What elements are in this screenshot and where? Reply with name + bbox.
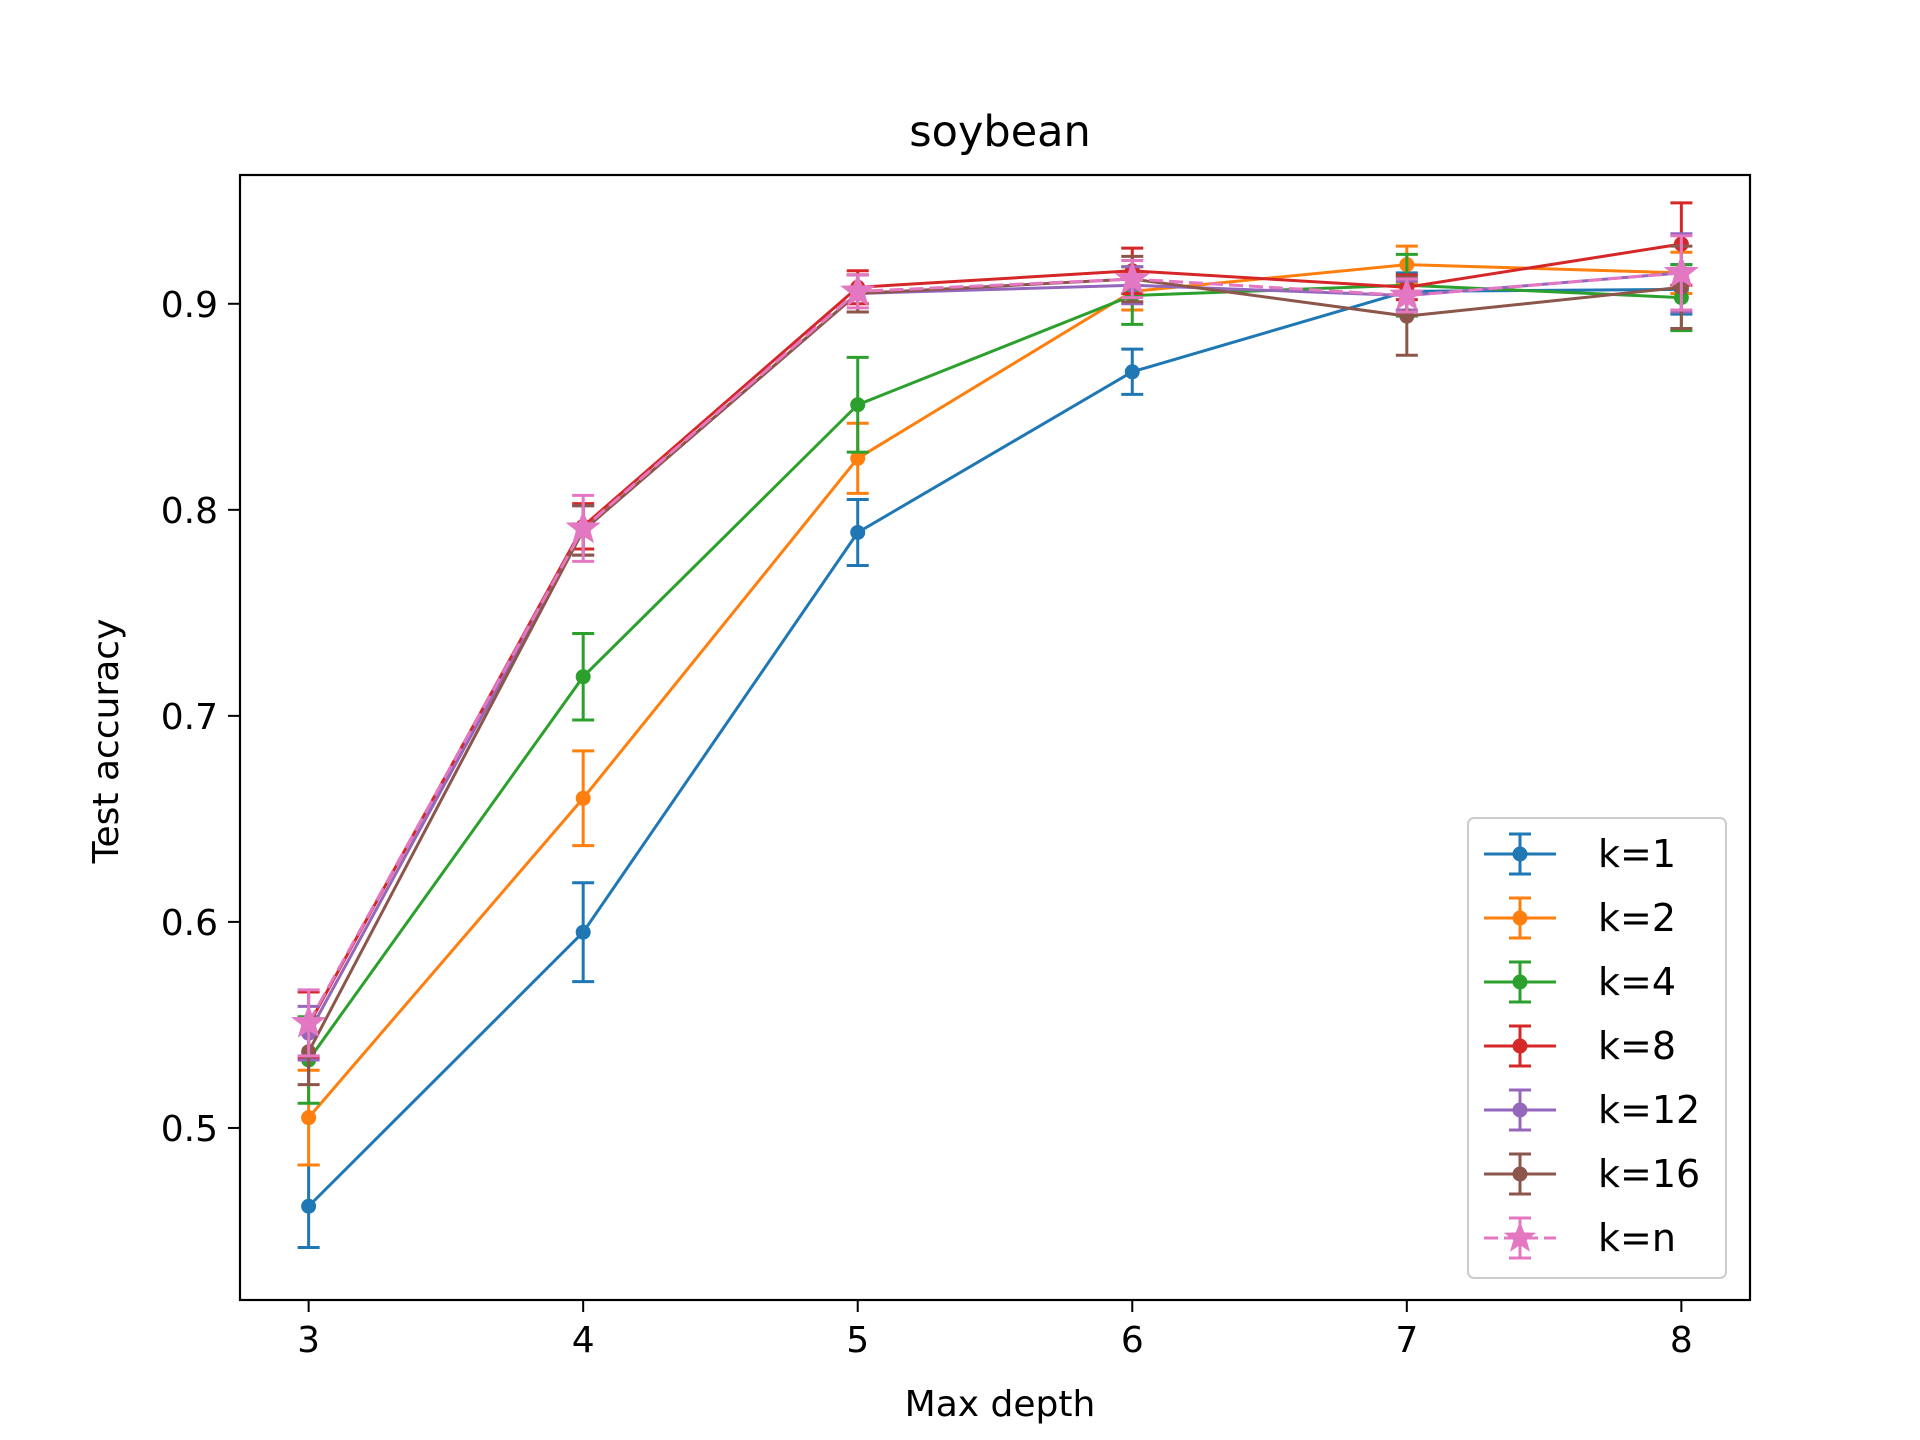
axes-frame <box>238 173 1752 1302</box>
legend-item: k=2 <box>1484 896 1676 940</box>
data-point <box>565 509 601 544</box>
legend-label: k=8 <box>1598 1024 1676 1068</box>
legend-label: k=4 <box>1598 960 1676 1004</box>
legend-box <box>1467 817 1727 1279</box>
chart-title: soybean <box>909 107 1091 157</box>
y-tick-label: 0.9 <box>161 285 218 326</box>
x-tick-label: 8 <box>1670 1320 1693 1361</box>
legend-label: k=1 <box>1598 832 1676 876</box>
legend-label: k=12 <box>1598 1088 1700 1132</box>
x-tick-label: 5 <box>846 1320 869 1361</box>
plot-area <box>291 201 1699 1249</box>
data-point <box>575 924 591 940</box>
legend-marker <box>1503 1221 1537 1252</box>
legend: k=1 k=2 k=4 k=8 k=12 k=16 k=n <box>1467 817 1727 1279</box>
x-axis-ticks: 3 4 5 6 7 8 <box>297 1300 1693 1361</box>
x-tick-label: 7 <box>1395 1320 1418 1361</box>
legend-item: k=1 <box>1484 832 1676 876</box>
series-line <box>307 263 1682 1119</box>
x-tick-label: 6 <box>1121 1320 1144 1361</box>
data-point <box>575 790 591 806</box>
y-axis-ticks: 0.5 0.6 0.7 0.8 0.9 <box>161 285 240 1150</box>
legend-item: k=12 <box>1484 1088 1700 1132</box>
legend-item: k=4 <box>1484 960 1676 1004</box>
legend-label: k=n <box>1598 1216 1676 1260</box>
legend-marker <box>1512 910 1528 926</box>
y-tick-label: 0.8 <box>161 491 218 532</box>
data-point <box>301 1198 317 1214</box>
data-point <box>1389 277 1425 311</box>
series-k-n <box>291 234 1699 1058</box>
y-tick-label: 0.6 <box>161 903 218 944</box>
data-point <box>850 397 866 413</box>
y-tick-label: 0.7 <box>161 697 218 738</box>
data-point <box>291 1004 327 1038</box>
series-line <box>307 271 1682 1024</box>
data-point <box>1124 364 1140 380</box>
series-line <box>307 283 1682 1061</box>
data-point <box>840 272 876 307</box>
x-tick-label: 4 <box>572 1320 595 1361</box>
y-axis-title: Test accuracy <box>86 619 127 865</box>
data-point <box>850 450 866 466</box>
x-axis-title: Max depth <box>905 1384 1096 1425</box>
data-point <box>301 1110 317 1126</box>
legend-marker <box>1512 1166 1528 1182</box>
legend-marker <box>1512 1038 1528 1054</box>
legend-label: k=16 <box>1598 1152 1700 1196</box>
legend-marker <box>1512 846 1528 862</box>
y-tick-label: 0.5 <box>161 1109 218 1150</box>
data-point <box>850 524 866 540</box>
x-tick-label: 3 <box>297 1320 320 1361</box>
data-point <box>1663 254 1699 288</box>
legend-item: k=8 <box>1484 1024 1676 1068</box>
legend-label: k=2 <box>1598 896 1676 940</box>
legend-item: k=n <box>1484 1216 1676 1260</box>
legend-marker <box>1512 1102 1528 1118</box>
data-point <box>575 669 591 685</box>
legend-item: k=16 <box>1484 1152 1700 1196</box>
data-point <box>1114 260 1150 294</box>
legend-marker <box>1512 974 1528 990</box>
